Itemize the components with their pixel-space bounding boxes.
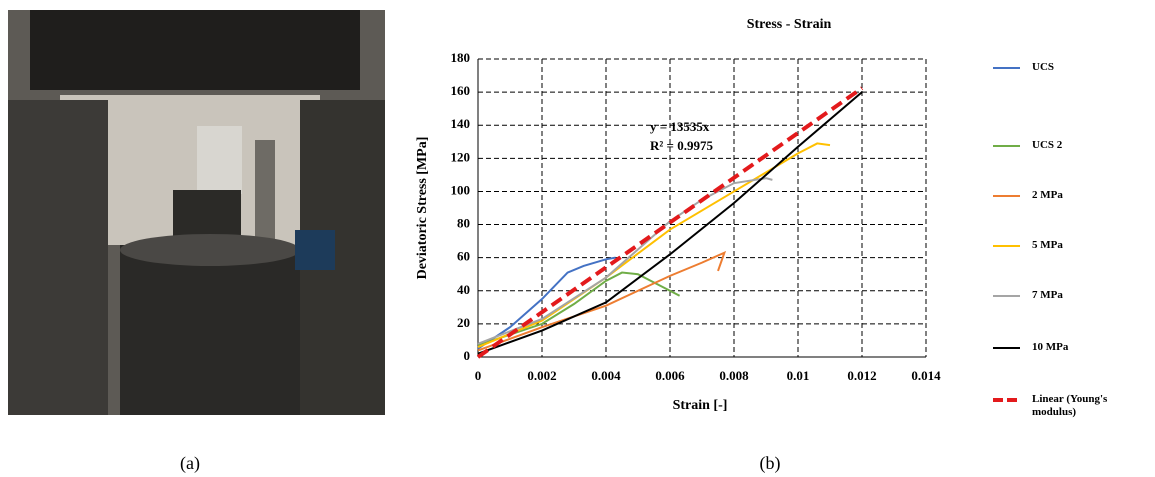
caption: (a)	[180, 453, 200, 474]
series-line	[477, 91, 863, 355]
x-tick-label: 0.012	[847, 368, 876, 383]
y-tick-label: 160	[451, 83, 471, 98]
y-axis-label: Deviatoric Stress [MPa]	[415, 137, 430, 280]
legend-label: UCS 2	[1032, 139, 1063, 151]
y-tick-label: 0	[464, 348, 471, 363]
series-line	[477, 256, 616, 350]
x-tick-label: 0.006	[655, 368, 685, 383]
legend-label: 5 MPa	[1032, 239, 1063, 251]
y-tick-label: 40	[457, 282, 470, 297]
series-line	[477, 271, 681, 347]
x-tick-label: 0.01	[787, 368, 810, 383]
legend-label: 10 MPa	[1032, 341, 1069, 353]
caption: (b)	[760, 453, 781, 474]
annotation: R² = 0.9975	[650, 138, 713, 153]
y-tick-label: 60	[457, 249, 470, 264]
legend-label: 7 MPa	[1032, 289, 1063, 301]
legend-label: 2 MPa	[1032, 189, 1063, 201]
x-tick-label: 0	[475, 368, 482, 383]
y-tick-label: 100	[451, 182, 471, 197]
y-tick-label: 120	[451, 149, 471, 164]
y-tick-label: 180	[451, 50, 471, 65]
y-tick-label: 140	[451, 116, 471, 131]
x-tick-label: 0.002	[527, 368, 556, 383]
series-line	[477, 177, 773, 345]
series-line	[477, 142, 831, 348]
legend-label: UCS	[1032, 61, 1055, 73]
series-line	[477, 250, 727, 352]
series-line	[476, 86, 864, 359]
x-axis-label: Strain [-]	[673, 398, 728, 413]
y-tick-label: 80	[457, 216, 470, 231]
photo	[8, 10, 385, 415]
x-tick-label: 0.004	[591, 368, 621, 383]
legend-label: Linear (Young's modulus)	[1032, 393, 1108, 418]
y-tick-label: 20	[457, 315, 470, 330]
chart-title: Stress - Strain	[747, 17, 832, 32]
x-tick-label: 0.014	[911, 368, 941, 383]
annotation: y = 13535x	[650, 119, 710, 134]
x-tick-label: 0.008	[719, 368, 749, 383]
